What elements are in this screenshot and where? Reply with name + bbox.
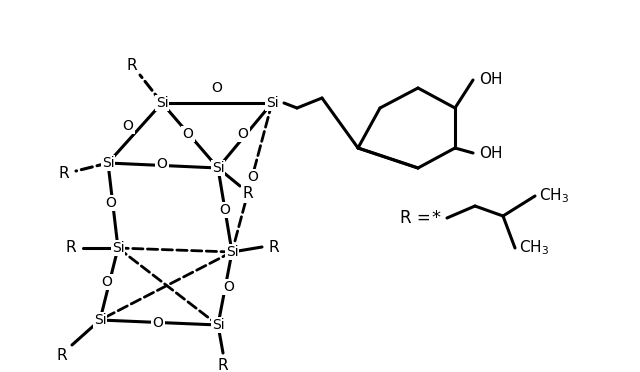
Text: Si: Si xyxy=(102,156,115,170)
Text: Si: Si xyxy=(212,161,224,175)
Text: Si: Si xyxy=(156,96,168,110)
Text: OH: OH xyxy=(479,73,503,87)
Text: R: R xyxy=(218,357,228,372)
Text: CH$_3$: CH$_3$ xyxy=(519,239,549,257)
Text: Si: Si xyxy=(266,96,278,110)
Text: O: O xyxy=(220,203,230,217)
Text: Si: Si xyxy=(226,245,238,259)
Text: R =: R = xyxy=(400,209,436,227)
Text: O: O xyxy=(182,127,193,141)
Text: *: * xyxy=(431,209,440,227)
Text: OH: OH xyxy=(479,145,503,160)
Text: R: R xyxy=(127,58,138,73)
Text: O: O xyxy=(157,157,168,171)
Text: O: O xyxy=(102,275,113,289)
Text: R: R xyxy=(243,186,253,202)
Text: R: R xyxy=(59,166,69,180)
Text: R: R xyxy=(57,347,67,362)
Text: R: R xyxy=(66,241,76,256)
Text: CH$_3$: CH$_3$ xyxy=(539,187,569,205)
Text: Si: Si xyxy=(93,313,106,327)
Text: O: O xyxy=(212,81,223,95)
Text: O: O xyxy=(248,170,259,184)
Text: Si: Si xyxy=(212,318,224,332)
Text: O: O xyxy=(152,316,163,330)
Text: R: R xyxy=(269,240,279,254)
Text: O: O xyxy=(223,280,234,294)
Text: O: O xyxy=(237,127,248,141)
Text: O: O xyxy=(106,196,116,210)
Text: O: O xyxy=(123,119,133,133)
Text: Si: Si xyxy=(112,241,124,255)
